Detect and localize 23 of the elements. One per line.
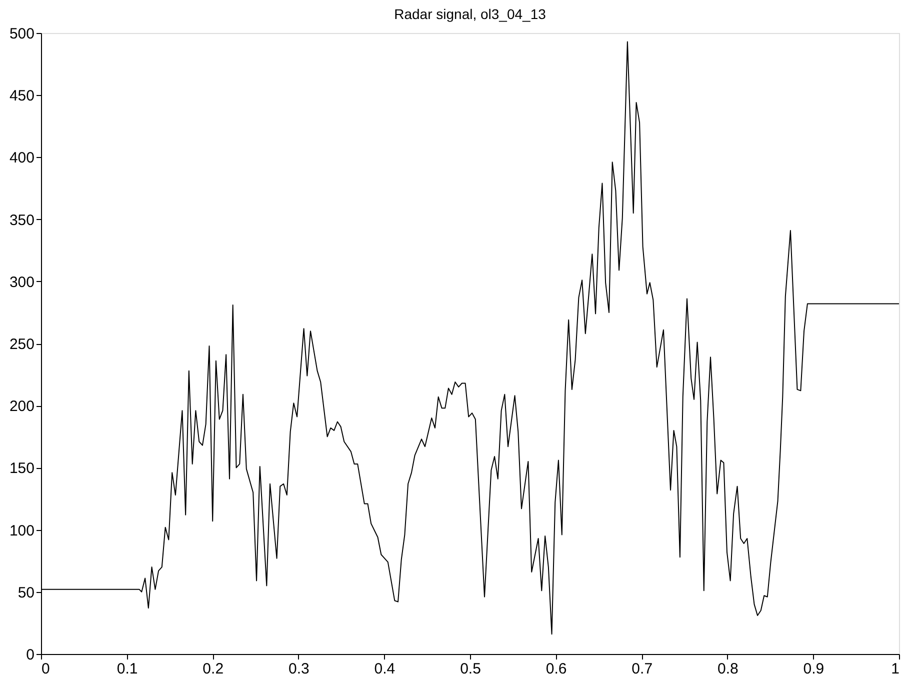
y-tick-label: 100 [9, 522, 34, 540]
x-tick-label: 0.4 [374, 660, 396, 678]
x-tick-label: 0.1 [116, 660, 138, 678]
x-tick-label: 0.2 [202, 660, 224, 678]
x-tick-label: 0 [42, 660, 50, 678]
y-tick-label: 400 [9, 150, 34, 167]
y-tick-label: 500 [9, 26, 34, 42]
y-tick-label: 350 [9, 212, 34, 229]
x-tick-label: 0.3 [288, 660, 310, 678]
x-tick-label: 0.9 [803, 660, 824, 678]
x-tick-label: 1 [891, 660, 900, 678]
y-tick-label: 300 [9, 274, 34, 291]
x-tick-label: 0.5 [460, 660, 481, 678]
y-tick-label: 450 [9, 88, 34, 105]
y-tick-label: 250 [9, 336, 34, 353]
y-tick-label: 200 [9, 398, 34, 416]
chart-title: Radar signal, ol3_04_13 [394, 6, 546, 22]
x-tick-label: 0.8 [717, 660, 738, 678]
y-tick-label: 50 [18, 584, 34, 602]
x-tick-label: 0.7 [632, 660, 653, 678]
x-tick-label: 0.6 [546, 660, 567, 678]
y-tick-label: 150 [9, 460, 34, 478]
y-tick-label: 0 [26, 646, 34, 664]
